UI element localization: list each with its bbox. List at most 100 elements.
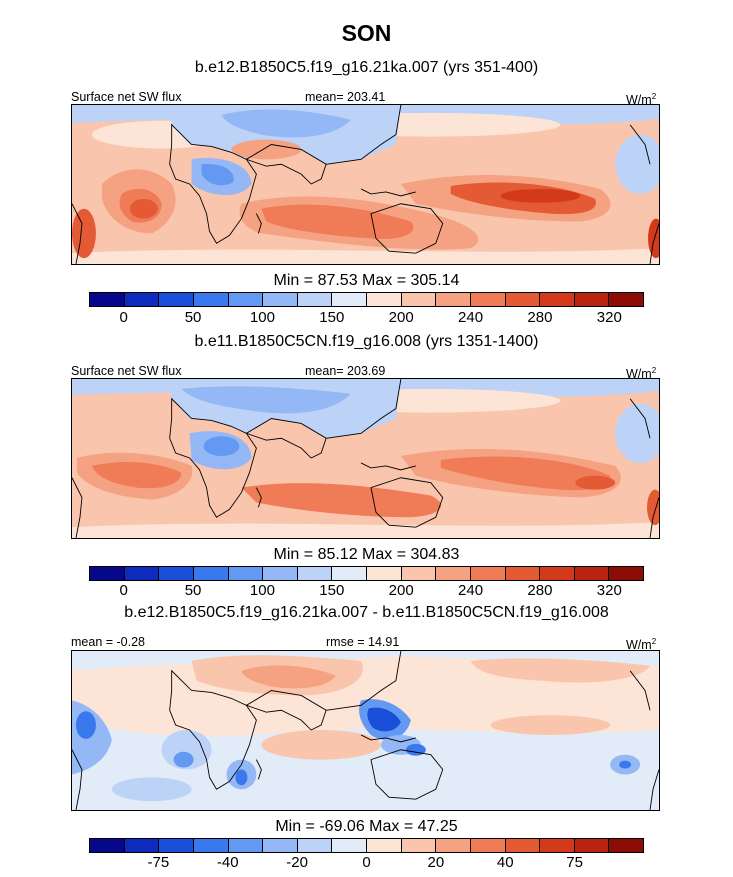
- colorbar-box: [90, 567, 125, 580]
- coastline-asia: [326, 105, 402, 165]
- panel-3-units-label: W/m2: [626, 637, 657, 653]
- colorbar-box: [470, 293, 506, 306]
- panel-1-case-title: b.e12.B1850C5.f19_g16.21ka.007 (yrs 351-…: [194, 59, 539, 76]
- colorbar-tick-label: 100: [249, 309, 275, 326]
- panel-1-colorbar: [89, 292, 644, 307]
- land-anomaly: [201, 163, 234, 186]
- coastline-madagascar: [255, 213, 262, 234]
- colorbar-box: [609, 567, 643, 580]
- colorbar-tick-label: 150: [319, 582, 345, 599]
- colorbar-box: [159, 293, 194, 306]
- coastline-africa: [169, 669, 257, 790]
- colorbar-box: [436, 839, 471, 852]
- colorbar-box: [228, 839, 264, 852]
- land-anomaly: [221, 109, 352, 138]
- colorbar-box: [367, 567, 402, 580]
- coastline-australia: [370, 749, 444, 800]
- colorbar-box: [193, 839, 229, 852]
- contour-blob: [615, 134, 659, 194]
- panel-1-mean-label: mean= 203.41: [305, 90, 386, 104]
- panel-2-units-label: W/m2: [626, 366, 657, 382]
- panel-2-colorbar-ticks: 0 50 100 150 200 240 280 320: [89, 582, 644, 600]
- colorbar-tick-label: 20: [427, 854, 445, 871]
- coastline-arabia-india: [245, 690, 327, 731]
- colorbar-box: [297, 839, 333, 852]
- panel-2-minmax: Min = 85.12 Max = 304.83: [273, 546, 460, 563]
- panel-3-mean-label: mean = -0.28: [71, 635, 146, 649]
- panel-1-map-svg: [72, 105, 659, 264]
- coastline-americas-east: [649, 223, 659, 264]
- panel-3-rmse-label: rmse = 14.91: [326, 635, 400, 649]
- colorbar-tick-label: 280: [527, 309, 553, 326]
- coastline-central-america: [629, 124, 651, 165]
- contour-blob: [72, 208, 96, 259]
- colorbar-box: [193, 567, 229, 580]
- colorbar-tick-label: 240: [458, 309, 484, 326]
- contour-blob: [231, 139, 302, 160]
- colorbar-box: [574, 293, 610, 306]
- colorbar-box: [159, 567, 194, 580]
- colorbar-box: [470, 567, 506, 580]
- colorbar-box: [401, 293, 437, 306]
- coastlines: [72, 651, 659, 810]
- panel-1-minmax: Min = 87.53 Max = 305.14: [273, 272, 460, 289]
- coastline-madagascar: [255, 487, 262, 508]
- contour-blob: [615, 403, 659, 463]
- contour-blob: [500, 188, 581, 203]
- colorbar-tick-label: 150: [319, 309, 345, 326]
- contour-blob: [129, 198, 158, 219]
- contour-blob: [440, 413, 621, 434]
- colorbar-box: [263, 567, 298, 580]
- coastline-africa: [169, 397, 257, 518]
- colorbar-tick-label: 200: [388, 582, 414, 599]
- colorbar-tick-label: 200: [388, 309, 414, 326]
- colorbar-box: [505, 293, 541, 306]
- colorbar-tick-label: -20: [286, 854, 308, 871]
- colorbar-box: [401, 567, 437, 580]
- coastline-madagascar: [255, 759, 262, 780]
- colorbar-tick-label: 240: [458, 582, 484, 599]
- colorbar-box: [90, 839, 125, 852]
- contour-blob: [75, 711, 96, 739]
- coastline-arabia-india: [245, 418, 327, 459]
- colorbar-box: [332, 839, 367, 852]
- colorbar-tick-label: 320: [596, 309, 622, 326]
- contour-blob: [261, 204, 414, 239]
- coastline-central-america: [629, 398, 651, 439]
- colorbar-box: [505, 567, 541, 580]
- colorbar-box: [90, 293, 125, 306]
- coastline-australia: [370, 477, 444, 528]
- contour-blob: [111, 777, 192, 802]
- colorbar-box: [436, 293, 471, 306]
- panel-3-colorbar-ticks: -75 -40 -20 0 20 40 75: [89, 854, 644, 872]
- colorbar-tick-label: 0: [119, 309, 128, 326]
- colorbar-box: [297, 567, 333, 580]
- colorbar-box: [124, 839, 160, 852]
- contour-blob: [367, 707, 401, 732]
- colorbar-box: [263, 839, 298, 852]
- contour-blob: [241, 483, 442, 518]
- panel-2-variable-label: Surface net SW flux: [71, 364, 182, 378]
- panel-2-case-title: b.e11.B1850C5CN.f19_g16.008 (yrs 1351-14…: [194, 333, 539, 350]
- coastline-south-america: [72, 203, 83, 264]
- panel-3-case-title: b.e12.B1850C5.f19_g16.21ka.007 - b.e11.B…: [124, 604, 609, 621]
- panel-1-colorbar-ticks: 0 50 100 150 200 240 280 320: [89, 309, 644, 327]
- colorbar-box: [297, 293, 333, 306]
- coastline-africa: [169, 123, 257, 244]
- colorbar-box: [540, 293, 575, 306]
- colorbar-tick-label: -75: [147, 854, 170, 871]
- panel-2-map-svg: [72, 379, 659, 538]
- colorbar-tick-label: 100: [249, 582, 275, 599]
- southern-field: [72, 248, 659, 264]
- colorbar-box: [609, 293, 643, 306]
- coastline-asia: [326, 651, 402, 711]
- colorbar-box: [332, 293, 367, 306]
- contour-blob: [261, 730, 381, 760]
- colorbar-tick-label: -40: [216, 854, 239, 871]
- colorbar-box: [193, 293, 229, 306]
- colorbar-box: [505, 839, 541, 852]
- colorbar-box: [332, 567, 367, 580]
- panel-1-map: [71, 104, 660, 265]
- coastline-maritime: [360, 734, 416, 743]
- coastline-asia: [326, 379, 402, 439]
